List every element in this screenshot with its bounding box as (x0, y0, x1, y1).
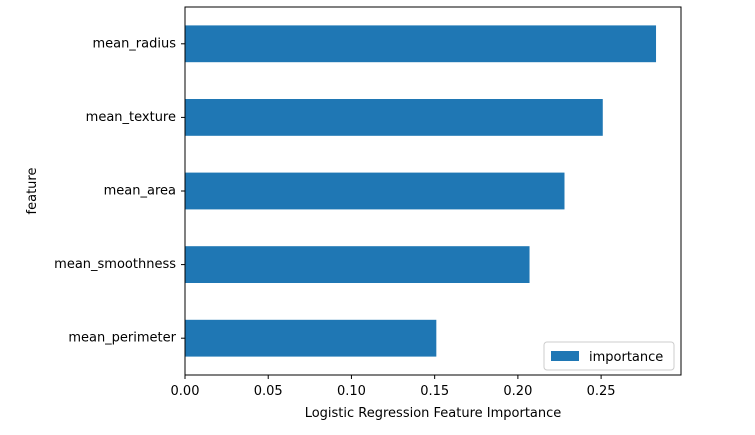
legend-label: importance (589, 350, 663, 365)
legend-frame (543, 341, 675, 371)
y-tick-label: mean_area (104, 184, 176, 199)
x-axis-ticks: 0.00 0.05 0.10 0.15 0.20 0.25 (171, 375, 616, 399)
legend: importance (543, 341, 675, 371)
x-tick-label: 0.20 (503, 384, 532, 399)
bars-layer (185, 25, 657, 357)
bar-mean-smoothness (185, 246, 530, 283)
bar-mean-area (185, 172, 565, 210)
x-tick-label: 0.10 (337, 384, 366, 399)
x-tick-label: 0.00 (171, 384, 200, 399)
y-tick-label: mean_perimeter (68, 331, 176, 346)
y-axis-ticks: mean_radius mean_texture mean_area mean_smo… (54, 36, 185, 346)
legend-swatch (551, 351, 579, 361)
x-tick-label: 0.25 (587, 384, 616, 399)
bar-mean-radius (185, 25, 657, 63)
y-tick-label: mean_radius (92, 36, 176, 51)
y-tick-label: mean_texture (86, 110, 176, 125)
y-axis-label: feature (25, 168, 40, 215)
y-tick-label: mean_smoothness (54, 257, 176, 272)
x-axis-label: Logistic Regression Feature Importance (305, 406, 562, 421)
bar-mean-texture (185, 99, 603, 136)
x-tick-label: 0.05 (254, 384, 283, 399)
bar-mean-perimeter (185, 319, 437, 357)
x-tick-label: 0.15 (420, 384, 449, 399)
